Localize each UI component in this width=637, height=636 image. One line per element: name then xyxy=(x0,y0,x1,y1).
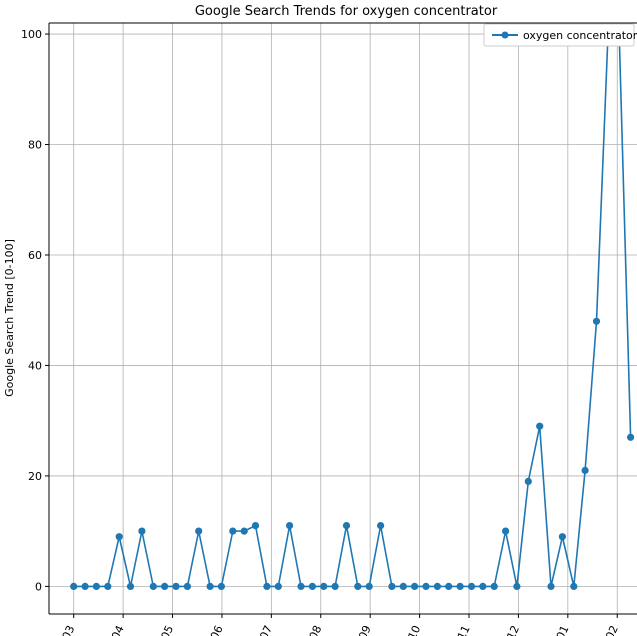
legend: oxygen concentrator xyxy=(483,23,637,47)
x-tick-label: 01 xyxy=(554,623,572,636)
data-point xyxy=(365,582,373,591)
grid xyxy=(49,23,637,614)
data-point xyxy=(422,582,430,591)
data-point xyxy=(399,582,407,591)
data-point xyxy=(195,527,203,535)
y-axis-label: Google Search Trend [0-100] xyxy=(3,239,16,397)
y-tick-label: 80 xyxy=(28,139,42,152)
data-point xyxy=(456,582,464,591)
y-tick-label: 40 xyxy=(28,359,42,372)
data-point xyxy=(377,522,385,530)
data-point xyxy=(570,582,578,591)
data-point xyxy=(115,533,123,541)
data-point xyxy=(240,527,248,535)
x-tick-label: 03 xyxy=(60,623,78,636)
data-point xyxy=(92,582,100,591)
data-point xyxy=(206,582,214,591)
x-ticks: 03 04 05 06 07 08 09 10 11 12 01 02 xyxy=(60,614,621,636)
data-point xyxy=(490,582,498,591)
data-point xyxy=(217,582,225,591)
y-tick-label: 20 xyxy=(28,470,42,483)
x-tick-label: 08 xyxy=(307,623,325,636)
data-point xyxy=(592,317,601,325)
data-point xyxy=(547,582,555,591)
data-point xyxy=(331,582,339,591)
x-tick-label: 12 xyxy=(504,623,522,636)
data-point xyxy=(354,582,362,591)
data-point xyxy=(627,433,635,441)
data-point xyxy=(445,582,453,591)
data-point xyxy=(536,422,544,430)
data-point xyxy=(183,582,191,591)
data-point xyxy=(274,582,282,591)
data-point xyxy=(388,582,396,591)
data-point xyxy=(308,582,316,591)
data-point xyxy=(581,466,589,474)
data-point xyxy=(433,582,441,591)
data-point xyxy=(70,582,78,591)
data-point xyxy=(126,582,135,591)
x-tick-label: 04 xyxy=(109,623,127,636)
axes xyxy=(48,22,637,615)
series xyxy=(70,30,635,591)
data-point xyxy=(81,582,89,591)
data-point xyxy=(263,582,271,591)
x-tick-label: 11 xyxy=(455,623,473,636)
chart-title: Google Search Trends for oxygen concentr… xyxy=(195,4,498,19)
data-point xyxy=(149,582,157,591)
x-tick-label: 07 xyxy=(257,623,275,636)
legend-marker xyxy=(501,31,509,39)
y-ticks: 0 20 40 60 80 100 xyxy=(21,28,49,593)
data-point xyxy=(558,533,567,541)
data-point xyxy=(229,527,237,535)
series-line xyxy=(73,33,632,588)
legend-box xyxy=(483,23,635,47)
data-point xyxy=(286,522,294,530)
x-tick-label: 06 xyxy=(208,623,226,636)
data-point xyxy=(342,522,351,530)
x-tick-label: 09 xyxy=(356,623,374,636)
data-point xyxy=(161,582,169,591)
data-point xyxy=(251,522,260,530)
data-point xyxy=(172,582,180,591)
data-point xyxy=(502,527,510,535)
data-point xyxy=(297,582,305,591)
y-tick-label: 100 xyxy=(21,28,42,41)
data-point xyxy=(104,582,112,591)
data-point xyxy=(479,582,487,591)
data-point xyxy=(513,582,521,591)
y-tick-label: 60 xyxy=(28,249,42,262)
x-tick-label: 10 xyxy=(406,623,424,636)
data-point xyxy=(524,477,532,485)
x-tick-label: 02 xyxy=(603,623,621,636)
data-point xyxy=(467,582,476,591)
legend-label: oxygen concentrator xyxy=(523,29,637,42)
data-point xyxy=(320,582,328,591)
x-tick-label: 05 xyxy=(159,623,177,636)
data-point xyxy=(138,527,146,535)
y-tick-label: 0 xyxy=(35,580,42,593)
data-point xyxy=(411,582,419,591)
